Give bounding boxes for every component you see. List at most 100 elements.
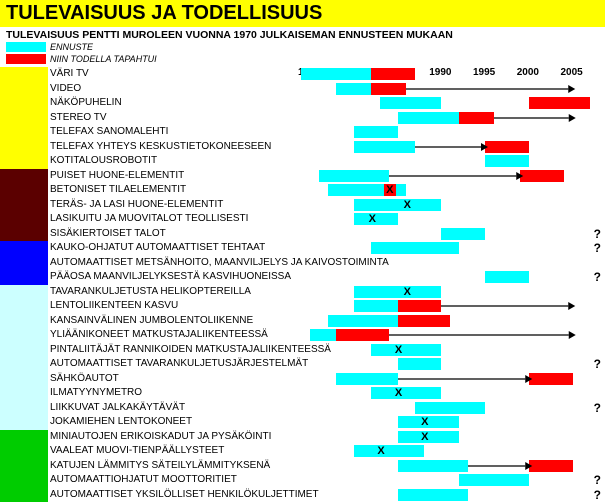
x-mark: X [419, 431, 431, 443]
row-label: LASIKUITU JA MUOVITALOT TEOLLISESTI [50, 212, 248, 226]
row-bars: X [310, 344, 590, 356]
table-row: STEREO TV [0, 111, 605, 126]
table-row: TELEFAX SANOMALEHTI [0, 125, 605, 140]
table-row: KAUKO-OHJATUT AUTOMAATTISET TEHTAAT? [0, 241, 605, 256]
category-swatch [0, 299, 48, 314]
question-mark: ? [594, 270, 601, 284]
legend-label-reality: NIIN TODELLA TAPAHTUI [50, 54, 157, 64]
row-bars [310, 83, 590, 95]
row-bars [310, 489, 590, 501]
category-swatch [0, 140, 48, 155]
category-swatch [0, 357, 48, 372]
row-bars [310, 460, 590, 472]
forecast-bar [371, 344, 441, 356]
table-row: TELEFAX YHTEYS KESKUSTIETOKONEESEEN [0, 140, 605, 155]
table-row: NÄKÖPUHELIN [0, 96, 605, 111]
x-mark: X [393, 344, 405, 356]
x-mark: X [401, 199, 413, 211]
row-label: VAALEAT MUOVI-TIENPÄÄLLYSTEET [50, 444, 224, 458]
category-swatch [0, 67, 48, 82]
row-label: KOTITALOUSROBOTIT [50, 154, 157, 168]
category-swatch [0, 328, 48, 343]
category-swatch [0, 198, 48, 213]
row-label: PINTALIITÄJÄT RANNIKOIDEN MATKUSTAJALIIK… [50, 343, 331, 357]
reality-bar [529, 97, 590, 109]
category-swatch [0, 125, 48, 140]
forecast-bar [354, 126, 398, 138]
table-row: KOTITALOUSROBOTIT [0, 154, 605, 169]
row-label: VIDEO [50, 82, 81, 96]
arrow-icon [406, 83, 580, 95]
table-row: AUTOMAATTISET METSÄNHOITO, MAANVILJELYS … [0, 256, 605, 271]
table-row: KATUJEN LÄMMITYS SÄTEILYLÄMMITYKSENÄ [0, 459, 605, 474]
table-row: ILMATYYNYMETRO X [0, 386, 605, 401]
category-swatch [0, 473, 48, 488]
question-mark: ? [594, 241, 601, 255]
category-swatch [0, 285, 48, 300]
category-swatch [0, 212, 48, 227]
forecast-bar [398, 112, 468, 124]
row-label: SISÄKIERTOISET TALOT [50, 227, 166, 241]
category-swatch [0, 82, 48, 97]
row-label: KATUJEN LÄMMITYS SÄTEILYLÄMMITYKSENÄ [50, 459, 270, 473]
question-mark: ? [594, 227, 601, 241]
category-swatch [0, 169, 48, 184]
table-row: VÄRI TV [0, 67, 605, 82]
arrow-icon [389, 329, 581, 341]
reality-bar [371, 68, 415, 80]
row-label: TELEFAX YHTEYS KESKUSTIETOKONEESEEN [50, 140, 271, 154]
row-bars [310, 474, 590, 486]
forecast-bar [319, 170, 389, 182]
row-label: AUTOMAATTIOHJATUT MOOTTORITIET [50, 473, 237, 487]
legend-swatch-reality [6, 54, 46, 64]
forecast-bar [441, 228, 485, 240]
forecast-bar [336, 373, 397, 385]
row-label: TELEFAX SANOMALEHTI [50, 125, 168, 139]
row-bars: X [310, 431, 590, 443]
x-mark: X [366, 213, 378, 225]
forecast-bar [398, 460, 468, 472]
x-mark: X [384, 184, 396, 196]
x-mark: X [401, 286, 413, 298]
table-row: SISÄKIERTOISET TALOT? [0, 227, 605, 242]
forecast-bar [354, 199, 442, 211]
question-mark: ? [594, 401, 601, 415]
row-bars: X [310, 445, 590, 457]
row-bars [310, 155, 590, 167]
forecast-bar [415, 402, 485, 414]
row-bars [310, 126, 590, 138]
table-row: TAVARANKULJETUSTA HELIKOPTEREILLAX [0, 285, 605, 300]
page-title: TULEVAISUUS JA TODELLISUUS [0, 0, 605, 27]
arrow-icon [398, 373, 537, 385]
row-label: BETONISET TILAELEMENTIT [50, 183, 186, 197]
category-swatch [0, 241, 48, 256]
category-swatch [0, 459, 48, 474]
arrow-icon [415, 141, 493, 153]
row-label: ILMATYYNYMETRO [50, 386, 142, 400]
category-swatch [0, 343, 48, 358]
x-mark: X [419, 416, 431, 428]
row-bars: X [310, 387, 590, 399]
row-label: MINIAUTOJEN ERIKOISKADUT JA PYSÄKÖINTI [50, 430, 271, 444]
table-row: BETONISET TILAELEMENTIT X [0, 183, 605, 198]
table-row: MINIAUTOJEN ERIKOISKADUT JA PYSÄKÖINTI X [0, 430, 605, 445]
forecast-bar [485, 271, 529, 283]
category-swatch [0, 270, 48, 285]
category-swatch [0, 314, 48, 329]
table-row: SÄHKÖAUTOT [0, 372, 605, 387]
subtitle: TULEVAISUUS PENTTI MUROLEEN VUONNA 1970 … [0, 27, 605, 41]
row-bars [310, 315, 590, 327]
row-label: AUTOMAATTISET YKSILÖLLISET HENKILÖKULJET… [50, 488, 319, 502]
forecast-bar [371, 387, 441, 399]
row-bars: X [310, 286, 590, 298]
row-bars [310, 141, 590, 153]
category-swatch [0, 154, 48, 169]
category-swatch [0, 183, 48, 198]
table-row: KANSAINVÄLINEN JUMBOLENTOLIIKENNE [0, 314, 605, 329]
category-swatch [0, 444, 48, 459]
table-row: LASIKUITU JA MUOVITALOT TEOLLISESTI X [0, 212, 605, 227]
forecast-bar [354, 286, 442, 298]
category-swatch [0, 227, 48, 242]
row-label: SÄHKÖAUTOT [50, 372, 119, 386]
reality-bar [371, 83, 406, 95]
